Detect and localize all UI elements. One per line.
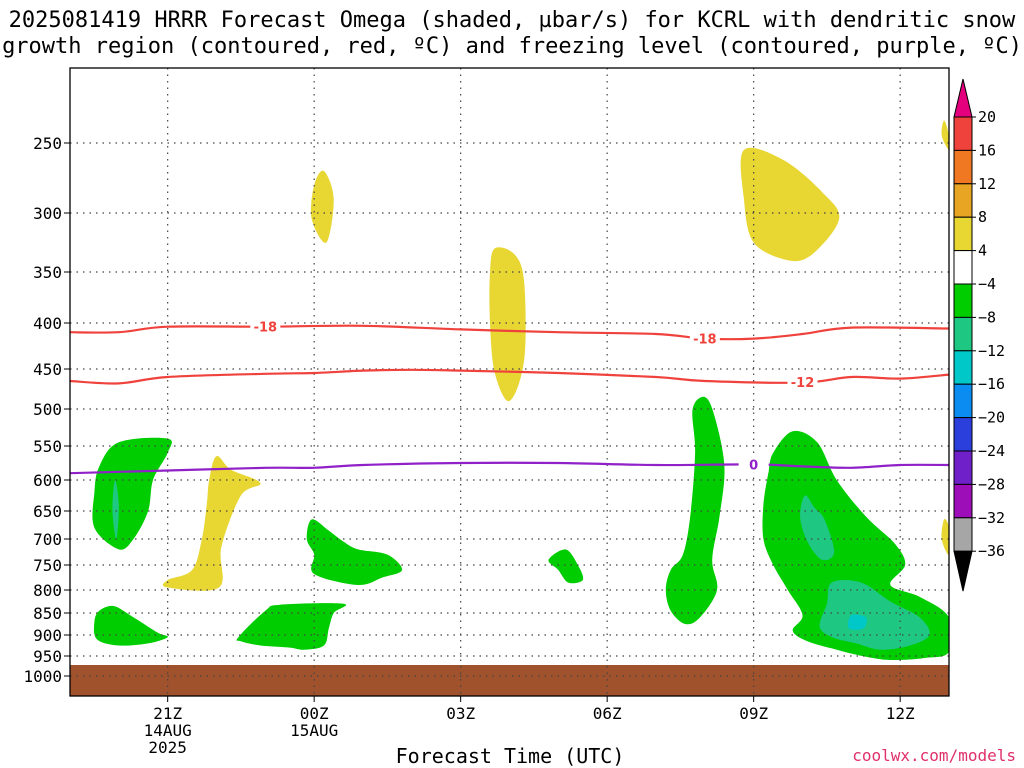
colorbar-seg-6 — [953, 283, 973, 318]
y-tick-label-550: 550 — [33, 437, 62, 456]
y-tick-label-650: 650 — [33, 502, 62, 521]
colorbar-label-4: 4 — [978, 242, 987, 260]
y-tick-label-1000: 1000 — [23, 667, 62, 686]
contour-label-bg-3 — [738, 456, 769, 473]
ground-rect — [70, 665, 949, 696]
colorbar-label-6: −8 — [978, 308, 996, 326]
contour-line-2 — [69, 461, 950, 475]
plot-frame — [69, 67, 950, 697]
shaded-region-6 — [92, 437, 172, 550]
x-tick-label-5-1: 15AUG — [290, 721, 338, 740]
colorbar-label-2: 12 — [978, 175, 996, 193]
shaded-region-10 — [548, 549, 584, 584]
chart-title: 2025081419 HRRR Forecast Omega (shaded, … — [0, 8, 1024, 60]
y-tick-label-500: 500 — [33, 400, 62, 419]
shaded-region-1 — [489, 247, 526, 402]
contour-label-bg-0 — [250, 318, 281, 335]
shaded-region-2 — [740, 147, 840, 262]
colorbar-label-1: 16 — [978, 141, 996, 159]
credit-link[interactable]: coolwx.com/models — [852, 746, 1016, 765]
shaded-region-12 — [762, 430, 949, 661]
colorbar-label-5: −4 — [978, 275, 996, 293]
y-tick-label-300: 300 — [33, 204, 62, 223]
colorbar-label-10: −24 — [978, 442, 1005, 460]
colorbar-label-11: −28 — [978, 475, 1005, 493]
shaded-region-15 — [819, 579, 930, 650]
colorbar-bottom-arrow — [953, 550, 973, 592]
colorbar-label-0: 20 — [978, 108, 996, 126]
shaded-region-8 — [236, 603, 347, 650]
colorbar-seg-7 — [953, 316, 973, 352]
colorbar-seg-13 — [953, 517, 973, 552]
colorbar-seg-11 — [953, 450, 973, 485]
y-tick-label-600: 600 — [33, 471, 62, 490]
contour-label-bg-2 — [787, 373, 818, 390]
contour-label-2: -12 — [791, 376, 815, 391]
shaded-region-7 — [93, 605, 168, 646]
y-tick-label-400: 400 — [33, 314, 62, 333]
y-tick-label-750: 750 — [33, 556, 62, 575]
contour-label-3: 0 — [749, 458, 758, 473]
colorbar-label-13: −36 — [978, 542, 1005, 560]
colorbar-seg-3 — [953, 183, 973, 218]
x-tick-label-8-0: 03Z — [446, 704, 475, 723]
colorbar-label-9: −20 — [978, 409, 1005, 427]
y-tick-label-450: 450 — [33, 360, 62, 379]
x-tick-label-2-2: 2025 — [148, 738, 187, 757]
colorbar-label-3: 8 — [978, 208, 987, 226]
colorbar-top-arrow — [953, 78, 973, 118]
x-tick-label-2-0: 21Z — [153, 704, 182, 723]
y-tick-label-250: 250 — [33, 134, 62, 153]
ground-layer — [70, 665, 949, 696]
y-tick-label-950: 950 — [33, 647, 62, 666]
shaded-regions — [92, 120, 949, 661]
contour-label-bg-1 — [689, 330, 720, 347]
y-tick-label-900: 900 — [33, 626, 62, 645]
shaded-region-16 — [848, 614, 867, 630]
grid-lines — [70, 68, 949, 696]
colorbar-seg-12 — [953, 483, 973, 519]
shaded-region-5 — [941, 518, 949, 555]
colorbar-seg-1 — [953, 116, 973, 151]
colorbar-label-8: −16 — [978, 375, 1005, 393]
y-tick-label-800: 800 — [33, 581, 62, 600]
shaded-region-3 — [941, 120, 949, 150]
colorbar-seg-9 — [953, 383, 973, 419]
contour-line-1 — [69, 368, 950, 385]
contour-lines: -18 -18 -12 0 — [69, 318, 950, 475]
colorbar-seg-8 — [953, 350, 973, 385]
contour-line-0 — [69, 324, 950, 341]
shaded-region-13 — [112, 479, 119, 540]
x-tick-label-17-0: 12Z — [886, 704, 915, 723]
y-tick-label-850: 850 — [33, 604, 62, 623]
y-tick-label-700: 700 — [33, 530, 62, 549]
shaded-region-0 — [310, 170, 334, 243]
y-tick-label-350: 350 — [33, 263, 62, 282]
x-tick-label-14-0: 09Z — [739, 704, 768, 723]
colorbar-seg-2 — [953, 149, 973, 185]
x-tick-label-2-1: 14AUG — [144, 721, 192, 740]
y-axis-ticks: 250 300 350 400 450 500 550 600 650 700 750 800 850 9… — [23, 134, 70, 686]
colorbar-seg-5 — [953, 250, 973, 285]
x-tick-label-11-0: 06Z — [593, 704, 622, 723]
colorbar-label-7: −12 — [978, 342, 1005, 360]
colorbar: 20 16 12 8 4 −4 −8 −12 −16 −20 −24 −28 −32 −36 — [953, 78, 1005, 592]
colorbar-seg-4 — [953, 216, 973, 252]
contour-label-1: -18 — [693, 333, 717, 348]
colorbar-label-12: −32 — [978, 509, 1005, 527]
x-axis-label: Forecast Time (UTC) — [395, 744, 625, 768]
x-tick-label-5-0: 00Z — [300, 704, 329, 723]
shaded-region-9 — [306, 519, 403, 586]
shaded-region-4 — [162, 456, 261, 591]
shaded-region-14 — [800, 495, 835, 561]
title-line-1: 2025081419 HRRR Forecast Omega (shaded, … — [8, 8, 1016, 33]
title-line-2: growth region (contoured, red, ºC) and f… — [2, 34, 1022, 59]
colorbar-seg-10 — [953, 417, 973, 452]
contour-label-0: -18 — [254, 321, 278, 336]
